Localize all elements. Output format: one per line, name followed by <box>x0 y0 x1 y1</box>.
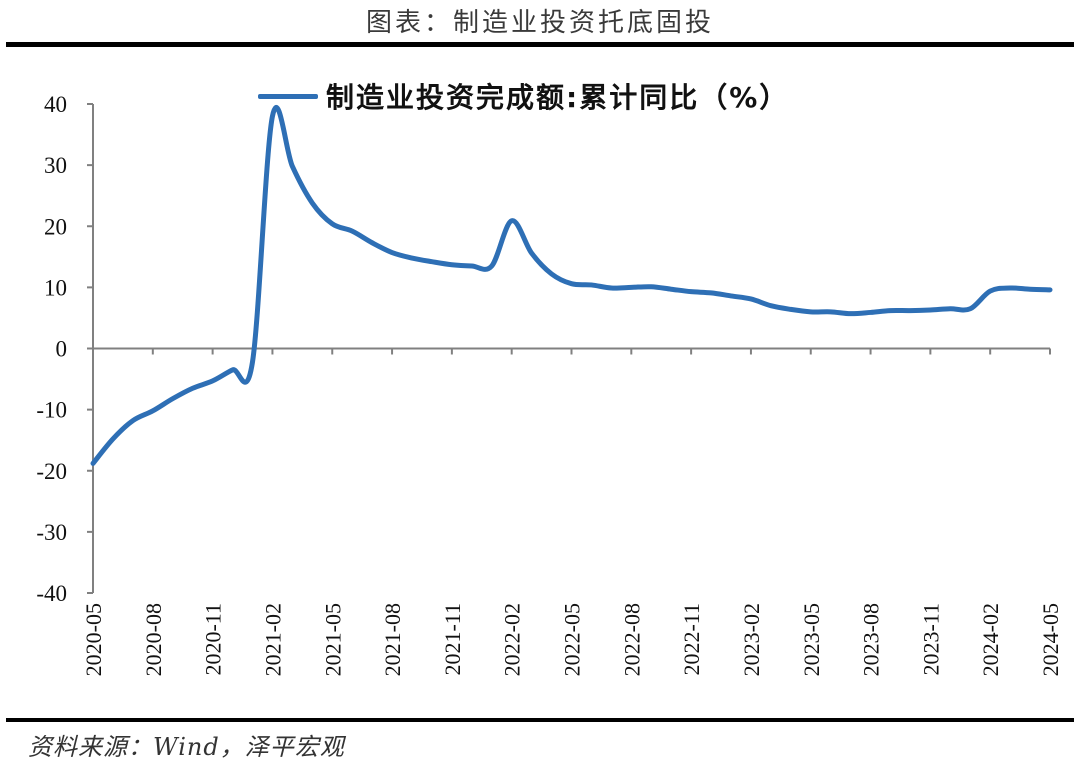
y-tick-label: -30 <box>36 520 67 545</box>
x-tick-label: 2021-05 <box>320 603 345 676</box>
y-tick-label: -20 <box>36 459 67 484</box>
y-tick-label: 0 <box>56 337 68 362</box>
y-tick-label: -10 <box>36 398 67 423</box>
y-tick-label: 10 <box>44 275 67 300</box>
x-tick-label: 2023-05 <box>799 603 824 676</box>
x-tick-label: 2020-05 <box>81 603 106 676</box>
top-rule <box>6 42 1074 47</box>
y-tick-label: 40 <box>44 92 67 117</box>
y-tick-label: 30 <box>44 153 67 178</box>
legend: 制造业投资完成额:累计同比（%） <box>258 76 789 116</box>
x-tick-label: 2022-02 <box>500 603 525 676</box>
y-tick-label: 20 <box>44 214 67 239</box>
x-tick-label: 2022-05 <box>560 603 585 676</box>
y-tick-label: -40 <box>36 581 67 606</box>
x-tick-label: 2024-05 <box>1038 603 1063 676</box>
x-tick-label: 2021-11 <box>440 603 465 676</box>
x-tick-label: 2021-02 <box>260 603 285 676</box>
x-tick-label: 2024-02 <box>978 603 1003 676</box>
x-tick-label: 2023-02 <box>739 603 764 676</box>
x-tick-label: 2020-11 <box>201 603 226 676</box>
x-tick-label: 2022-08 <box>619 603 644 676</box>
x-tick-label: 2021-08 <box>380 603 405 676</box>
x-tick-label: 2020-08 <box>141 603 166 676</box>
y-axis: 40 30 20 10 0 -10 -20 -30 -40 <box>36 92 94 606</box>
x-tick-label: 2022-11 <box>679 603 704 676</box>
legend-line-swatch <box>258 93 318 99</box>
x-tick-label: 2023-11 <box>918 603 943 676</box>
series-line <box>90 105 1053 466</box>
bottom-rule <box>6 718 1074 722</box>
figure-title: 图表：制造业投资托底固投 <box>365 8 714 38</box>
source-note: 资料来源：Wind，泽平宏观 <box>28 733 345 761</box>
x-tick-label: 2023-08 <box>859 603 884 676</box>
legend-label: 制造业投资完成额:累计同比（%） <box>326 81 790 114</box>
x-axis: 2020-05 2020-08 2020-11 2021-02 2021-05 2021-… <box>81 347 1063 676</box>
